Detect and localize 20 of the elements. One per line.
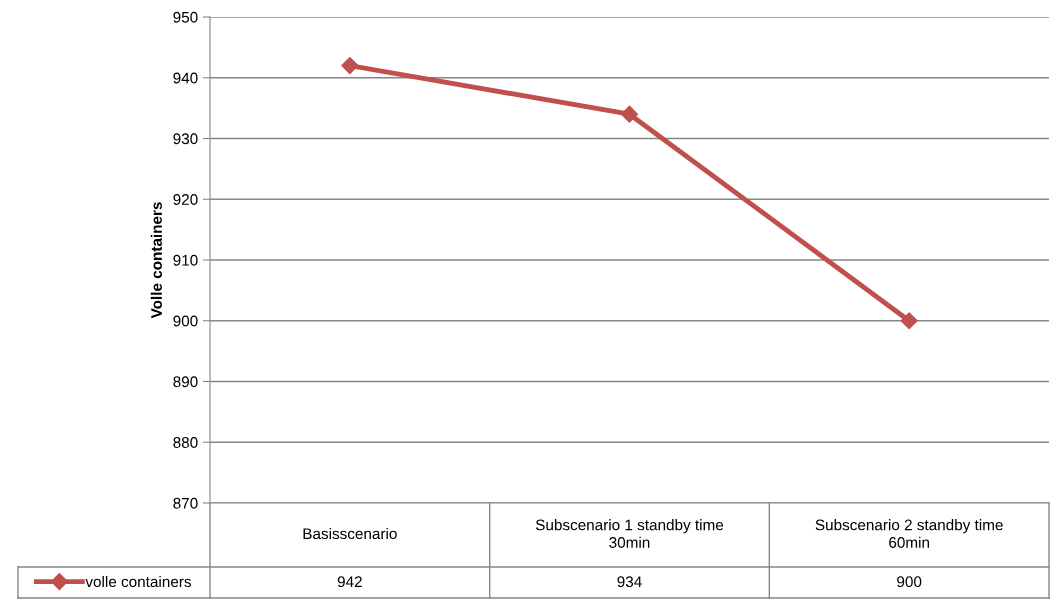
y-tick-label: 900 (173, 315, 198, 327)
data-label: 900 (897, 576, 922, 588)
x-tick-label: Basisscenario (303, 527, 397, 540)
y-tick-label: 880 (173, 437, 198, 448)
data-label: 934 (617, 576, 642, 588)
y-tick-label: 920 (173, 194, 198, 205)
y-tick-label: 930 (173, 133, 198, 145)
legend-label: volle containers (85, 575, 191, 588)
y-tick-label: 870 (173, 497, 198, 509)
y-tick-label: 890 (173, 376, 198, 388)
point (620, 105, 639, 123)
y-axis-title: Volle containers (150, 202, 162, 319)
x-tick-label: Subscenario 1 standby time 30min (535, 519, 724, 548)
y-tick-label: 950 (173, 11, 198, 23)
y-tick-label: 940 (173, 72, 198, 84)
y-tick-label: 910 (173, 254, 198, 266)
point (900, 312, 918, 330)
x-tick-label: Subscenario 2 standby time 60min (815, 519, 1003, 548)
data-label: 942 (337, 576, 362, 588)
point (341, 57, 359, 75)
